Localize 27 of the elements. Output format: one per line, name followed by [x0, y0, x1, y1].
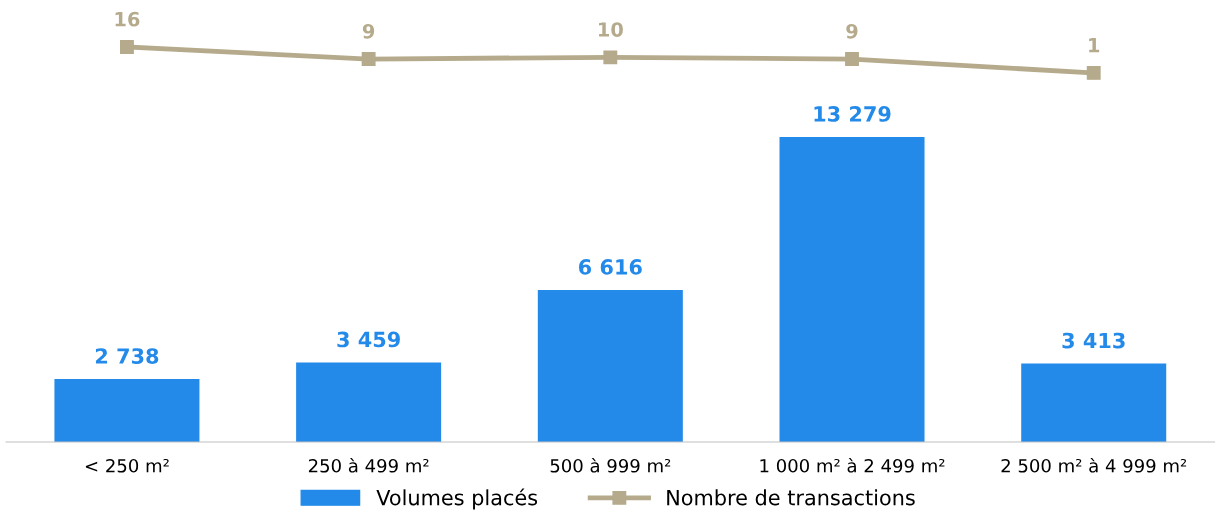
legend-label: Nombre de transactions: [667, 489, 915, 506]
bar: [779, 136, 925, 442]
x-tick-label: < 250 m²: [85, 458, 169, 473]
data-label: 3 459: [337, 331, 400, 348]
data-label: 1: [1089, 38, 1100, 53]
legend-label: Volumes placés: [376, 488, 538, 510]
data-label: 10: [598, 22, 623, 37]
data-label: 13 279: [814, 106, 891, 122]
data-label: 9: [846, 23, 858, 39]
data-label: 9: [362, 23, 375, 39]
bar: [296, 362, 442, 442]
bar: [54, 379, 200, 442]
point: [603, 50, 618, 65]
point: [119, 40, 134, 54]
bar: [537, 289, 683, 442]
data-label: 2 738: [95, 348, 159, 364]
point: [1086, 65, 1101, 80]
x-tick-label: 1 000 m² à 2 499 m²: [760, 457, 945, 473]
x-tick-label: 2 500 m² à 4 999 m²: [1001, 457, 1187, 473]
data-label: 3 413: [1062, 332, 1125, 349]
data-label: 16: [115, 11, 140, 27]
x-tick-label: 250 à 499 m²: [308, 457, 429, 473]
point: [845, 52, 859, 67]
bar: [1021, 363, 1167, 442]
data-label: 6 616: [579, 259, 642, 275]
point: [361, 52, 376, 67]
x-tick-label: 500 à 999 m²: [550, 457, 671, 473]
